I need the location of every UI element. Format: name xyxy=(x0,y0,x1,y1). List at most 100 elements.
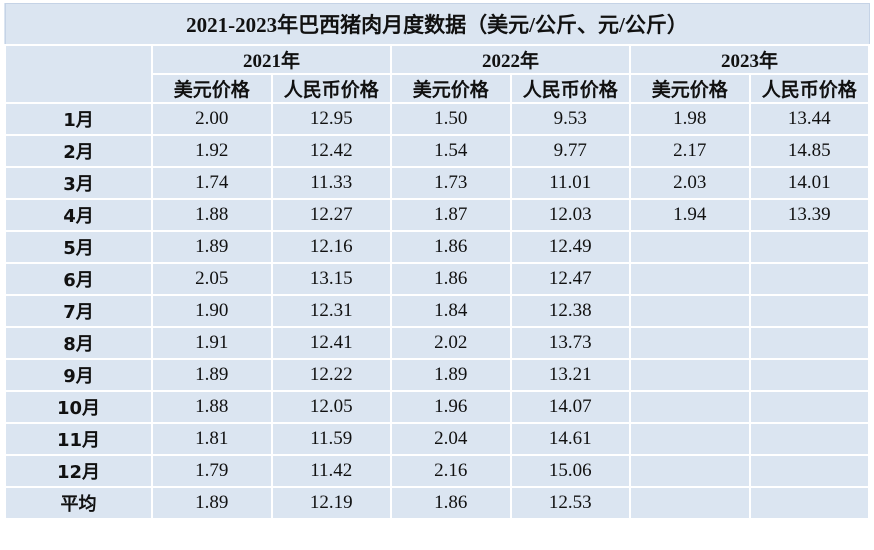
data-row: 4月 1.88 12.27 1.87 12.03 1.94 13.39 xyxy=(4,198,870,232)
price-cell: 1.89 xyxy=(151,230,273,264)
column-header: 美元价格 xyxy=(151,73,273,104)
price-cell: 1.88 xyxy=(151,198,273,232)
empty-cell xyxy=(748,230,870,264)
price-cell: 1.86 xyxy=(390,486,512,520)
price-table: 2021-2023年巴西猪肉月度数据（美元/公斤、元/公斤） 2021年 2022… xyxy=(4,3,870,520)
row-label: 8月 xyxy=(4,326,153,360)
price-cell: 14.61 xyxy=(509,422,631,456)
empty-cell xyxy=(748,294,870,328)
column-header: 人民币价格 xyxy=(270,73,392,104)
data-row: 2月 1.92 12.42 1.54 9.77 2.17 14.85 xyxy=(4,134,870,168)
price-cell: 11.59 xyxy=(270,422,392,456)
price-cell: 1.86 xyxy=(390,230,512,264)
price-cell: 12.05 xyxy=(270,390,392,424)
price-cell: 2.02 xyxy=(390,326,512,360)
row-label: 4月 xyxy=(4,198,153,232)
price-cell: 12.31 xyxy=(270,294,392,328)
price-cell: 2.17 xyxy=(629,134,751,168)
data-row: 1月 2.00 12.95 1.50 9.53 1.98 13.44 xyxy=(4,102,870,136)
price-cell: 1.89 xyxy=(151,486,273,520)
price-cell: 1.96 xyxy=(390,390,512,424)
data-row: 11月 1.81 11.59 2.04 14.61 xyxy=(4,422,870,456)
row-label: 2月 xyxy=(4,134,153,168)
year-header: 2022年 xyxy=(390,44,631,75)
price-cell: 12.38 xyxy=(509,294,631,328)
price-cell: 12.49 xyxy=(509,230,631,264)
price-cell: 1.94 xyxy=(629,198,751,232)
price-cell: 1.50 xyxy=(390,102,512,136)
price-cell: 12.47 xyxy=(509,262,631,296)
price-cell: 1.87 xyxy=(390,198,512,232)
row-label: 1月 xyxy=(4,102,153,136)
price-cell: 2.04 xyxy=(390,422,512,456)
empty-cell xyxy=(629,294,751,328)
price-cell: 1.91 xyxy=(151,326,273,360)
row-label: 7月 xyxy=(4,294,153,328)
column-header: 人民币价格 xyxy=(509,73,631,104)
data-row: 3月 1.74 11.33 1.73 11.01 2.03 14.01 xyxy=(4,166,870,200)
price-cell: 2.16 xyxy=(390,454,512,488)
price-cell: 12.42 xyxy=(270,134,392,168)
row-label: 10月 xyxy=(4,390,153,424)
price-cell: 12.19 xyxy=(270,486,392,520)
column-header-row: 美元价格 人民币价格 美元价格 人民币价格 美元价格 人民币价格 xyxy=(5,73,870,104)
table-body: 2021-2023年巴西猪肉月度数据（美元/公斤、元/公斤） 2021年 2022… xyxy=(4,3,870,520)
price-cell: 1.98 xyxy=(629,102,751,136)
price-cell: 2.05 xyxy=(151,262,273,296)
price-cell: 14.01 xyxy=(748,166,870,200)
price-cell: 13.39 xyxy=(748,198,870,232)
year-header: 2023年 xyxy=(629,44,870,75)
price-cell: 12.22 xyxy=(270,358,392,392)
price-cell: 12.16 xyxy=(270,230,392,264)
price-cell: 9.53 xyxy=(509,102,631,136)
price-cell: 1.81 xyxy=(151,422,273,456)
data-row: 10月 1.88 12.05 1.96 14.07 xyxy=(4,390,870,424)
empty-cell xyxy=(629,230,751,264)
data-row: 12月 1.79 11.42 2.16 15.06 xyxy=(4,454,870,488)
empty-cell xyxy=(748,486,870,520)
price-cell: 1.79 xyxy=(151,454,273,488)
price-cell: 13.44 xyxy=(748,102,870,136)
price-cell: 1.54 xyxy=(390,134,512,168)
data-row: 9月 1.89 12.22 1.89 13.21 xyxy=(4,358,870,392)
price-cell: 13.15 xyxy=(270,262,392,296)
price-cell: 1.74 xyxy=(151,166,273,200)
price-cell: 9.77 xyxy=(509,134,631,168)
title-row: 2021-2023年巴西猪肉月度数据（美元/公斤、元/公斤） xyxy=(4,3,870,46)
empty-cell xyxy=(748,326,870,360)
data-row: 7月 1.90 12.31 1.84 12.38 xyxy=(4,294,870,328)
row-label: 11月 xyxy=(4,422,153,456)
price-cell: 12.41 xyxy=(270,326,392,360)
price-cell: 15.06 xyxy=(509,454,631,488)
price-cell: 13.21 xyxy=(509,358,631,392)
price-cell: 1.92 xyxy=(151,134,273,168)
empty-cell xyxy=(748,262,870,296)
row-label: 9月 xyxy=(4,358,153,392)
data-row: 平均 1.89 12.19 1.86 12.53 xyxy=(4,486,870,520)
price-cell: 1.90 xyxy=(151,294,273,328)
price-cell: 11.33 xyxy=(270,166,392,200)
price-cell: 11.01 xyxy=(509,166,631,200)
empty-cell xyxy=(629,390,751,424)
column-header: 人民币价格 xyxy=(748,73,870,104)
empty-cell xyxy=(629,486,751,520)
price-cell: 1.84 xyxy=(390,294,512,328)
price-cell: 1.88 xyxy=(151,390,273,424)
price-cell: 13.73 xyxy=(509,326,631,360)
empty-cell xyxy=(629,326,751,360)
table-title: 2021-2023年巴西猪肉月度数据（美元/公斤、元/公斤） xyxy=(4,3,870,46)
row-label: 3月 xyxy=(4,166,153,200)
price-cell: 1.89 xyxy=(390,358,512,392)
price-cell: 12.03 xyxy=(509,198,631,232)
price-cell: 12.53 xyxy=(509,486,631,520)
empty-cell xyxy=(629,358,751,392)
price-cell: 1.73 xyxy=(390,166,512,200)
data-row: 6月 2.05 13.15 1.86 12.47 xyxy=(4,262,870,296)
column-header: 美元价格 xyxy=(390,73,512,104)
price-cell: 12.95 xyxy=(270,102,392,136)
price-cell: 2.03 xyxy=(629,166,751,200)
empty-cell xyxy=(629,454,751,488)
year-header: 2021年 xyxy=(151,44,392,75)
empty-cell xyxy=(748,454,870,488)
